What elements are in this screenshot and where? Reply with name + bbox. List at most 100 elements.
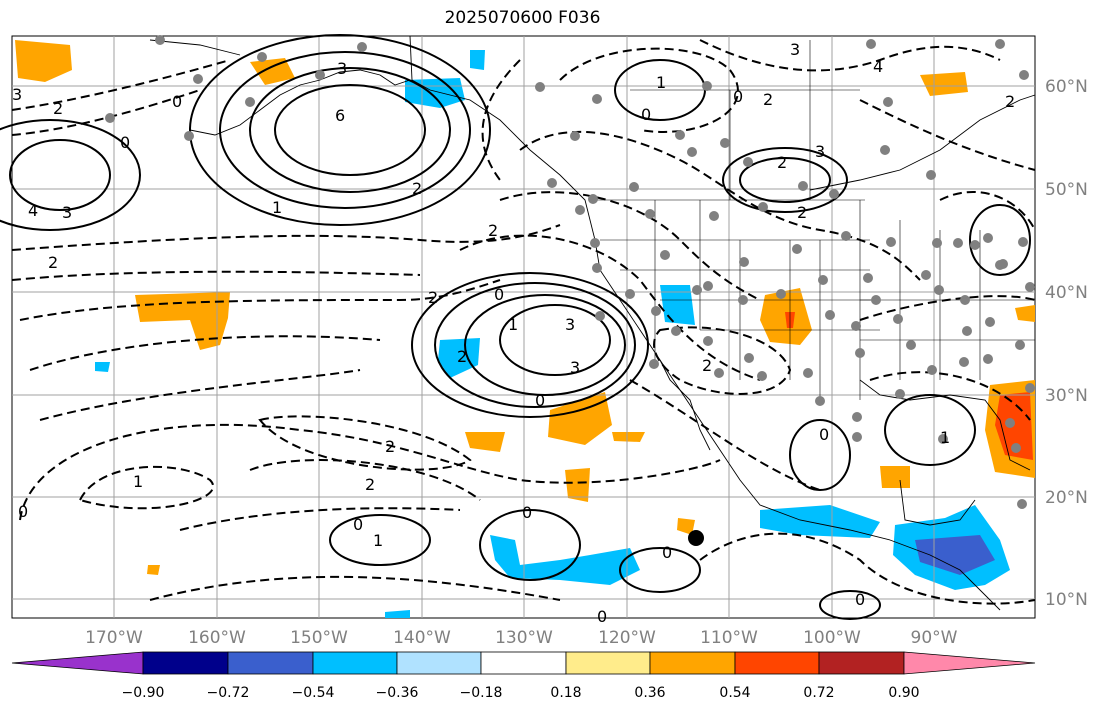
shade-orange (565, 468, 590, 502)
colorbar-bin (734, 651, 820, 675)
contour-label: 1 (133, 472, 143, 491)
contour-label: 1 (656, 73, 666, 92)
shade-orange (1015, 305, 1035, 322)
lat-label: 60°N (1045, 77, 1088, 97)
shade-darkblue (915, 535, 995, 575)
latitude-labels: 60°N 50°N 40°N 30°N 20°N 10°N (1045, 77, 1088, 610)
contour-label: 0 (120, 133, 130, 152)
contour-label: 2 (53, 99, 63, 118)
shade-orange (677, 518, 695, 535)
contour-label: 2 (763, 90, 773, 109)
station-markers (105, 35, 1035, 509)
lat-label: 50°N (1045, 180, 1088, 200)
contour-label: 3 (815, 142, 825, 161)
contour-label: 0 (172, 92, 182, 111)
contour-label: 2 (385, 437, 395, 456)
contour-label: 2 (48, 253, 58, 272)
colorbar-tick: 0.36 (634, 685, 665, 701)
colorbar-bin (565, 651, 651, 675)
colorbar-tick: 0.72 (803, 685, 834, 701)
contour-label: 4 (873, 57, 883, 76)
contour-label: 3 (565, 315, 575, 334)
lon-label: 90°W (911, 628, 958, 648)
shade-blue (660, 285, 695, 325)
contour-label: 1 (940, 428, 950, 447)
contour-label: 2 (777, 153, 787, 172)
shade-orange (15, 40, 72, 82)
shade-orange (465, 432, 505, 452)
colorbar-bin (649, 651, 736, 675)
lon-label: 170°W (85, 628, 143, 648)
contour-label: 6 (335, 106, 345, 125)
contour-label: 3 (337, 59, 347, 78)
shade-orange (920, 72, 968, 96)
lon-label: 130°W (495, 628, 553, 648)
contour-label: 1 (508, 315, 518, 334)
positive-shading (15, 40, 1035, 575)
contour-label: 0 (535, 391, 545, 410)
contour-label: 2 (488, 221, 498, 240)
shade-blue (95, 362, 110, 372)
shade-blue (470, 50, 485, 70)
contour-label: 2 (457, 347, 467, 366)
shade-orange (135, 292, 230, 350)
contour-label: 3 (62, 203, 72, 222)
lon-label: 150°W (290, 628, 348, 648)
colorbar-bin (142, 651, 229, 675)
contour-label: 2 (702, 356, 712, 375)
colorbar-tick: −0.90 (122, 685, 165, 701)
lon-label: 110°W (700, 628, 758, 648)
colorbar-bin (227, 651, 314, 675)
lon-label: 100°W (803, 628, 861, 648)
contour-label: 2 (797, 203, 807, 222)
colorbar-extend-low (11, 651, 144, 675)
contour-label: 3 (12, 85, 22, 104)
colorbar-tick: −0.18 (460, 685, 503, 701)
lon-label: 120°W (598, 628, 656, 648)
lat-label: 10°N (1045, 590, 1088, 610)
shade-orange (250, 58, 295, 85)
contour-label: 0 (641, 105, 651, 124)
contour-label: 0 (855, 590, 865, 609)
lon-label: 160°W (188, 628, 246, 648)
colorbar-bin (312, 651, 398, 675)
contour-label: 2 (412, 179, 422, 198)
contour-label: 2 (428, 288, 438, 307)
lat-label: 30°N (1045, 386, 1088, 406)
colorbar-bin (818, 651, 905, 675)
colorbar-ticks: −0.90 −0.72 −0.54 −0.36 −0.18 0.18 0.36 … (122, 685, 920, 701)
contour-labels: 3 2 0 2 3 4 6 3 2 1 0 2 3 2 0 1 2 0 2 3 … (12, 40, 1015, 626)
colorbar-tick: −0.72 (207, 685, 250, 701)
contour-label: 0 (494, 285, 504, 304)
contour-label: 0 (662, 543, 672, 562)
colorbar-tick: 0.18 (550, 685, 581, 701)
colorbar-tick: −0.36 (376, 685, 419, 701)
shade-blue (385, 610, 410, 618)
colorbar-bin (480, 651, 567, 675)
contour-label: 3 (790, 40, 800, 59)
contour-label: 1 (373, 531, 383, 550)
longitude-labels: 170°W 160°W 150°W 140°W 130°W 120°W 110°… (85, 628, 958, 648)
contour-label: 2 (1005, 92, 1015, 111)
solid-contours (0, 34, 1031, 620)
lon-label: 140°W (393, 628, 451, 648)
colorbar-tick: −0.54 (292, 685, 335, 701)
colorbar-bin (396, 651, 482, 675)
colorbar-tick: 0.54 (719, 685, 750, 701)
shade-blue (438, 338, 480, 378)
shade-blue (490, 535, 640, 585)
shade-orange (147, 565, 160, 575)
shade-orange (880, 466, 910, 488)
lat-label: 40°N (1045, 283, 1088, 303)
contour-label: 1 (272, 198, 282, 217)
contour-label: 0 (353, 515, 363, 534)
contour-label: 0 (819, 425, 829, 444)
colorbar-extend-high (903, 651, 1036, 675)
contour-label: 2 (365, 475, 375, 494)
colorbar (11, 651, 1036, 675)
lat-label: 20°N (1045, 488, 1088, 508)
map-title: 2025070600 F036 (444, 8, 601, 28)
contour-label: 3 (570, 358, 580, 377)
contour-label: 0 (597, 607, 607, 626)
